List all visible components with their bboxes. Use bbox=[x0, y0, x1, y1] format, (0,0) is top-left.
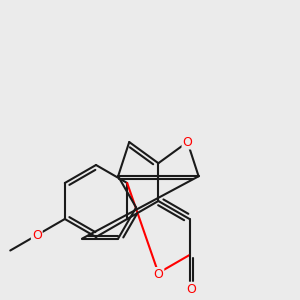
Text: O: O bbox=[182, 136, 192, 148]
Text: O: O bbox=[153, 268, 163, 281]
Text: O: O bbox=[186, 283, 196, 296]
Text: O: O bbox=[32, 229, 42, 242]
